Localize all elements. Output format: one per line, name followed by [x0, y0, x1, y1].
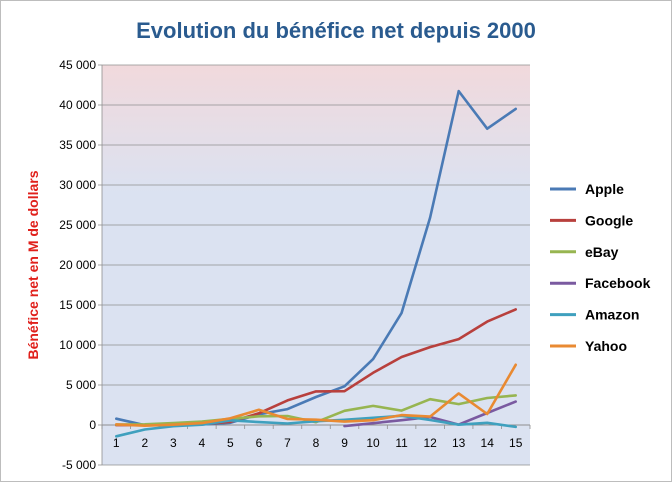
data-point-apple [400, 312, 403, 314]
data-point-ebay [286, 415, 289, 417]
x-tick-label: 4 [199, 436, 206, 450]
data-point-google [400, 356, 403, 358]
data-point-amazon [144, 428, 146, 431]
data-point-yahoo [429, 415, 431, 418]
x-tick-label: 6 [256, 436, 263, 450]
y-tick-labels: -5 000 0 5 000 10 000 15 000 20 000 25 000 30 0… [59, 58, 96, 472]
x-tick-label: 3 [170, 436, 177, 450]
data-point-amazon [229, 419, 232, 422]
data-point-amazon [343, 419, 346, 421]
data-point-amazon [457, 423, 460, 426]
x-tick-label: 2 [141, 436, 148, 450]
data-point-amazon [429, 419, 431, 421]
data-point-facebook [400, 419, 403, 422]
data-point-google [286, 399, 289, 402]
legend-label-yahoo: Yahoo [585, 338, 627, 354]
data-point-amazon [286, 422, 289, 425]
data-point-google [372, 372, 374, 374]
x-tick-label: 8 [313, 436, 320, 450]
y-tick-label: 5 000 [66, 378, 96, 392]
x-tick-label: 11 [395, 436, 408, 450]
data-point-google [514, 308, 517, 311]
data-point-yahoo [144, 424, 146, 427]
data-point-yahoo [457, 392, 460, 395]
data-point-amazon [258, 421, 260, 423]
y-tick-label: 20 000 [59, 258, 96, 272]
y-tick-label: 0 [89, 418, 96, 432]
legend-label-facebook: Facebook [585, 275, 651, 291]
data-point-amazon [115, 435, 118, 438]
y-tick-label: 25 000 [59, 218, 96, 232]
data-point-yahoo [286, 418, 289, 420]
legend-label-apple: Apple [585, 181, 624, 197]
data-point-facebook [514, 400, 517, 403]
y-tick-label: 45 000 [59, 58, 96, 72]
y-axis-label: Bénéfice net en M de dollars [25, 170, 41, 359]
series-lines [115, 89, 518, 438]
y-tick-label: 10 000 [59, 338, 96, 352]
data-point-yahoo [400, 414, 403, 416]
data-point-apple [429, 216, 431, 219]
y-tick-label: 35 000 [59, 138, 96, 152]
data-point-ebay [400, 409, 403, 412]
data-point-yahoo [201, 422, 203, 424]
data-point-amazon [372, 417, 374, 419]
data-point-apple [286, 408, 289, 410]
data-point-yahoo [372, 419, 374, 422]
x-tick-label: 7 [284, 436, 291, 450]
data-point-amazon [486, 422, 489, 424]
data-point-ebay [457, 403, 460, 405]
y-tick-label: -5 000 [62, 458, 96, 472]
legend: Apple Google eBay Facebook Amazon Yahoo [550, 181, 651, 354]
legend-label-amazon: Amazon [585, 307, 639, 323]
data-point-google [258, 412, 260, 415]
data-point-ebay [514, 394, 517, 397]
data-point-yahoo [315, 418, 317, 421]
data-point-apple [343, 385, 346, 388]
data-point-google [486, 320, 489, 323]
data-point-google [343, 390, 346, 393]
data-point-apple [486, 127, 489, 130]
data-point-apple [372, 358, 374, 360]
data-point-yahoo [343, 420, 346, 423]
data-point-yahoo [514, 364, 517, 366]
legend-label-google: Google [585, 212, 633, 228]
data-point-amazon [514, 426, 517, 428]
x-tick-label: 13 [452, 436, 466, 450]
data-point-yahoo [229, 417, 232, 420]
data-point-yahoo [486, 413, 489, 415]
y-tick-label: 30 000 [59, 178, 96, 192]
data-point-apple [115, 417, 118, 420]
x-tick-labels: 1 2 3 4 5 6 7 8 9 10 11 12 13 14 15 [101, 425, 531, 450]
data-point-ebay [258, 415, 260, 418]
chart-title: Evolution du bénéfice net depuis 2000 [136, 18, 536, 43]
x-tick-label: 15 [509, 436, 523, 450]
data-point-google [457, 338, 460, 340]
x-tick-label: 14 [481, 436, 495, 450]
data-point-ebay [429, 398, 431, 401]
data-point-facebook [343, 425, 346, 427]
x-tick-label: 1 [113, 436, 120, 450]
data-point-yahoo [258, 409, 260, 411]
data-point-google [315, 390, 317, 393]
data-point-google [429, 346, 431, 348]
x-tick-label: 10 [366, 436, 380, 450]
x-tick-label: 9 [341, 436, 348, 450]
y-tick-label: 40 000 [59, 98, 96, 112]
y-tick-label: 15 000 [59, 298, 96, 312]
data-point-ebay [343, 410, 346, 412]
data-point-ebay [372, 405, 374, 407]
data-point-apple [514, 108, 517, 110]
legend-label-ebay: eBay [585, 244, 619, 260]
data-point-yahoo [115, 423, 118, 426]
data-point-facebook [372, 422, 374, 425]
data-point-ebay [486, 397, 489, 399]
data-point-apple [457, 90, 460, 92]
data-point-apple [315, 396, 317, 398]
x-tick-label: 12 [423, 436, 437, 450]
data-point-yahoo [172, 423, 175, 426]
x-tick-label: 5 [227, 436, 234, 450]
